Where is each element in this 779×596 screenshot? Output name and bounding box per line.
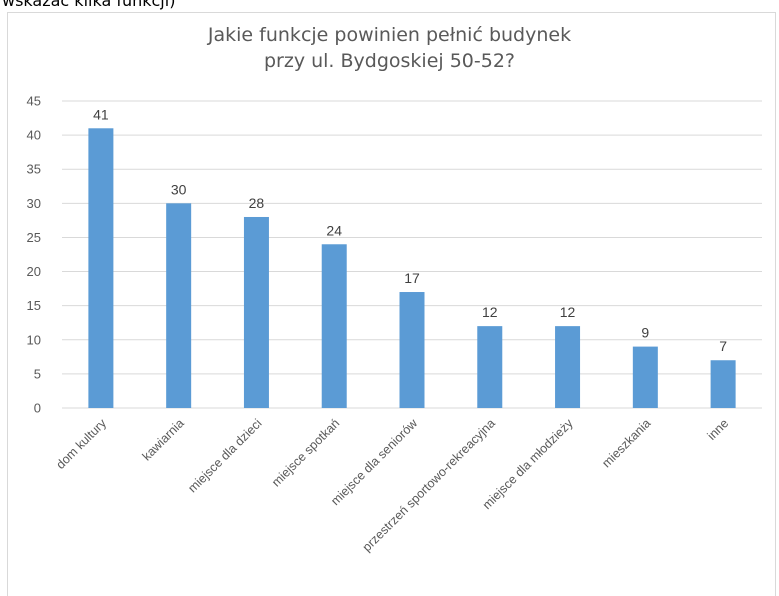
bar xyxy=(555,326,581,408)
chart-area xyxy=(7,12,776,596)
data-label: 28 xyxy=(249,195,265,211)
bar xyxy=(632,346,658,408)
chart-title-line-1: Jakie funkcje powinien pełnić budynek xyxy=(207,24,572,46)
y-tick-label: 25 xyxy=(27,230,41,245)
y-tick-label: 35 xyxy=(27,162,41,177)
y-tick-label: 0 xyxy=(34,401,41,416)
bar xyxy=(399,292,425,408)
data-label: 30 xyxy=(171,181,187,197)
chart-title-line-2: przy ul. Bydgoskiej 50-52? xyxy=(263,50,516,72)
data-label: 17 xyxy=(404,270,420,286)
bar xyxy=(321,244,347,408)
category-label: przestrzeń sportowo-rekreacyjna xyxy=(360,416,498,554)
data-label: 41 xyxy=(93,106,109,122)
bar xyxy=(477,326,503,408)
y-tick-label: 10 xyxy=(27,332,41,347)
data-label: 9 xyxy=(641,325,649,341)
data-label: 12 xyxy=(560,304,576,320)
data-label: 7 xyxy=(719,338,727,354)
chart-title: Jakie funkcje powinien pełnić budynek pr… xyxy=(0,22,779,74)
category-label: inne xyxy=(705,416,732,443)
data-label: 12 xyxy=(482,304,498,320)
bar xyxy=(88,128,114,409)
y-tick-label: 15 xyxy=(27,298,41,313)
category-label: miejsce dla młodzieży xyxy=(480,416,576,512)
category-label: miejsce dla seniorów xyxy=(328,416,421,509)
y-tick-label: 30 xyxy=(27,196,41,211)
bar xyxy=(243,216,269,408)
bar xyxy=(710,360,736,408)
category-label: kawiarnia xyxy=(140,416,187,463)
category-label: mieszkania xyxy=(599,416,653,470)
y-tick-label: 20 xyxy=(27,264,41,279)
bar xyxy=(166,203,192,408)
category-label: miejsce spotkań xyxy=(269,416,342,489)
y-tick-label: 5 xyxy=(34,366,41,381)
data-label: 24 xyxy=(326,222,342,238)
y-tick-label: 40 xyxy=(27,128,41,143)
page-caption: wskazać kilka funkcji) xyxy=(2,0,176,10)
category-label: miejsce dla dzieci xyxy=(185,416,264,495)
y-tick-label: 45 xyxy=(27,94,41,109)
category-label: dom kultury xyxy=(53,416,109,472)
